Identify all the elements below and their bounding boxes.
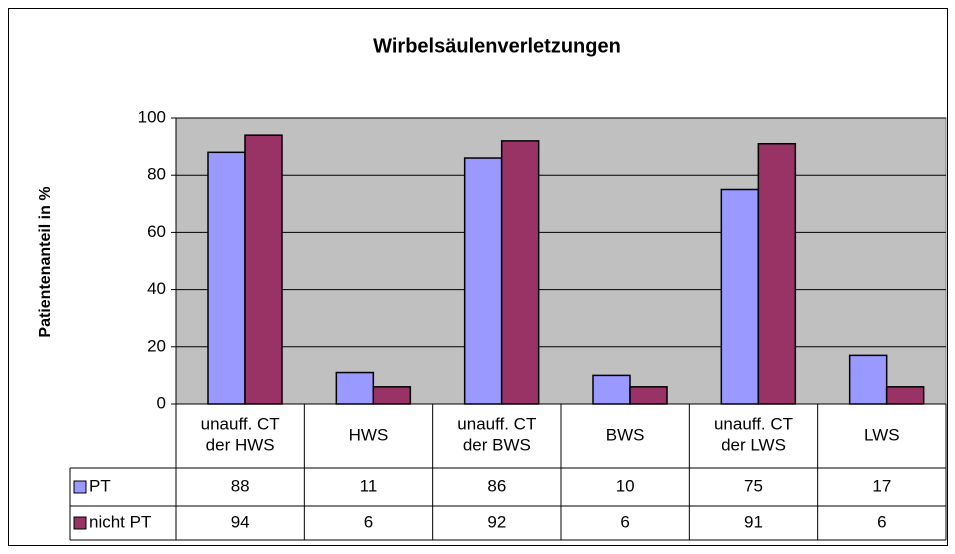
table-value: 10 bbox=[616, 476, 635, 495]
x-tick-label: LWS bbox=[864, 425, 900, 444]
legend-label: PT bbox=[89, 476, 111, 495]
table-value: 94 bbox=[231, 512, 250, 531]
table-value: 75 bbox=[744, 476, 763, 495]
y-tick-label: 60 bbox=[147, 222, 166, 241]
legend-label: nicht PT bbox=[89, 512, 151, 531]
y-tick-label: 20 bbox=[147, 336, 166, 355]
table-value: 86 bbox=[487, 476, 506, 495]
bar bbox=[372, 386, 412, 405]
x-tick-label: BWS bbox=[606, 425, 645, 444]
table-value: 17 bbox=[872, 476, 891, 495]
bar bbox=[500, 140, 540, 405]
y-tick-label: 40 bbox=[147, 279, 166, 298]
y-tick-label: 0 bbox=[157, 393, 166, 412]
x-tick-label: unauff. CT der LWS bbox=[714, 415, 793, 455]
table-value: 91 bbox=[744, 512, 763, 531]
bar bbox=[207, 151, 246, 405]
legend-key bbox=[73, 480, 87, 494]
table-value: 11 bbox=[360, 476, 378, 495]
plot-area bbox=[175, 117, 947, 405]
bar bbox=[848, 354, 888, 405]
x-tick-label: unauff. CT der BWS bbox=[457, 415, 536, 455]
y-tick-label: 80 bbox=[147, 165, 166, 184]
bar bbox=[244, 134, 283, 405]
bar bbox=[463, 157, 503, 405]
x-tick-label: unauff. CT der HWS bbox=[201, 415, 280, 455]
x-tick-label: HWS bbox=[349, 425, 389, 444]
table-value: 6 bbox=[364, 512, 373, 531]
bar bbox=[885, 386, 925, 405]
table-value: 6 bbox=[877, 512, 886, 531]
table-value: 92 bbox=[487, 512, 506, 531]
table-value: 6 bbox=[620, 512, 629, 531]
bar bbox=[592, 374, 631, 405]
chart-title: Wirbelsäulenverletzungen bbox=[373, 35, 621, 57]
y-axis-label: Patientenanteil in % bbox=[37, 186, 54, 337]
bar bbox=[720, 188, 760, 405]
table-value: 88 bbox=[231, 476, 250, 495]
bar bbox=[629, 386, 668, 405]
y-tick-label: 100 bbox=[138, 107, 166, 126]
legend-key bbox=[73, 516, 87, 530]
bar bbox=[335, 371, 375, 405]
bar bbox=[757, 142, 797, 405]
